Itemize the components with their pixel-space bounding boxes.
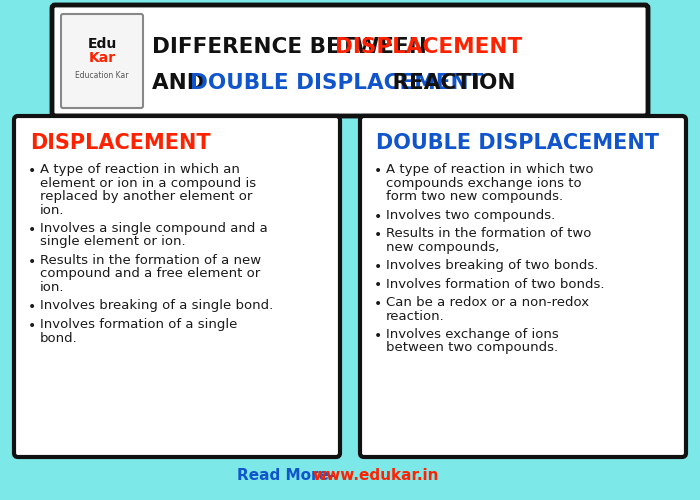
Text: reaction.: reaction.: [386, 310, 444, 322]
Text: DISPLACEMENT: DISPLACEMENT: [30, 133, 211, 153]
Text: DISPLACEMENT: DISPLACEMENT: [335, 37, 522, 57]
Text: Results in the formation of a new: Results in the formation of a new: [40, 254, 261, 267]
Text: •: •: [374, 297, 382, 311]
Text: •: •: [28, 255, 36, 269]
Text: •: •: [374, 210, 382, 224]
Text: Involves exchange of ions: Involves exchange of ions: [386, 328, 559, 341]
Text: Involves breaking of a single bond.: Involves breaking of a single bond.: [40, 300, 273, 312]
Text: new compounds,: new compounds,: [386, 240, 499, 254]
Text: Involves a single compound and a: Involves a single compound and a: [40, 222, 267, 235]
Text: DOUBLE DISPLACEMENT: DOUBLE DISPLACEMENT: [190, 73, 484, 93]
Text: form two new compounds.: form two new compounds.: [386, 190, 563, 203]
Text: A type of reaction in which two: A type of reaction in which two: [386, 163, 594, 176]
Text: •: •: [374, 329, 382, 343]
Text: Results in the formation of two: Results in the formation of two: [386, 227, 592, 240]
Text: •: •: [28, 300, 36, 314]
Text: Kar: Kar: [88, 51, 116, 65]
Text: replaced by another element or: replaced by another element or: [40, 190, 253, 203]
Text: Involves two compounds.: Involves two compounds.: [386, 208, 555, 222]
Text: •: •: [28, 223, 36, 237]
Text: Edu: Edu: [88, 37, 117, 51]
Text: REACTION: REACTION: [385, 73, 515, 93]
Text: bond.: bond.: [40, 332, 78, 344]
Text: Read More-: Read More-: [237, 468, 340, 482]
Text: single element or ion.: single element or ion.: [40, 236, 186, 248]
Text: Involves breaking of two bonds.: Involves breaking of two bonds.: [386, 259, 598, 272]
FancyBboxPatch shape: [14, 116, 340, 457]
Text: •: •: [28, 319, 36, 333]
Text: •: •: [28, 164, 36, 178]
Text: www.edukar.in: www.edukar.in: [312, 468, 438, 482]
Text: between two compounds.: between two compounds.: [386, 342, 558, 354]
Text: •: •: [374, 278, 382, 292]
Text: AND: AND: [152, 73, 212, 93]
Text: Involves formation of a single: Involves formation of a single: [40, 318, 237, 331]
FancyBboxPatch shape: [360, 116, 686, 457]
Text: •: •: [374, 228, 382, 242]
Text: DOUBLE DISPLACEMENT: DOUBLE DISPLACEMENT: [376, 133, 659, 153]
FancyBboxPatch shape: [52, 5, 648, 116]
Text: ion.: ion.: [40, 204, 64, 216]
Text: DIFFERENCE BETWEEN: DIFFERENCE BETWEEN: [152, 37, 435, 57]
Text: •: •: [374, 260, 382, 274]
Text: •: •: [374, 164, 382, 178]
Text: element or ion in a compound is: element or ion in a compound is: [40, 176, 256, 190]
Text: Education Kar: Education Kar: [76, 72, 129, 80]
Text: compounds exchange ions to: compounds exchange ions to: [386, 176, 582, 190]
Text: ion.: ion.: [40, 281, 64, 294]
FancyBboxPatch shape: [61, 14, 143, 108]
Text: A type of reaction in which an: A type of reaction in which an: [40, 163, 240, 176]
Text: Can be a redox or a non-redox: Can be a redox or a non-redox: [386, 296, 589, 309]
Text: compound and a free element or: compound and a free element or: [40, 268, 260, 280]
Text: Involves formation of two bonds.: Involves formation of two bonds.: [386, 278, 605, 290]
